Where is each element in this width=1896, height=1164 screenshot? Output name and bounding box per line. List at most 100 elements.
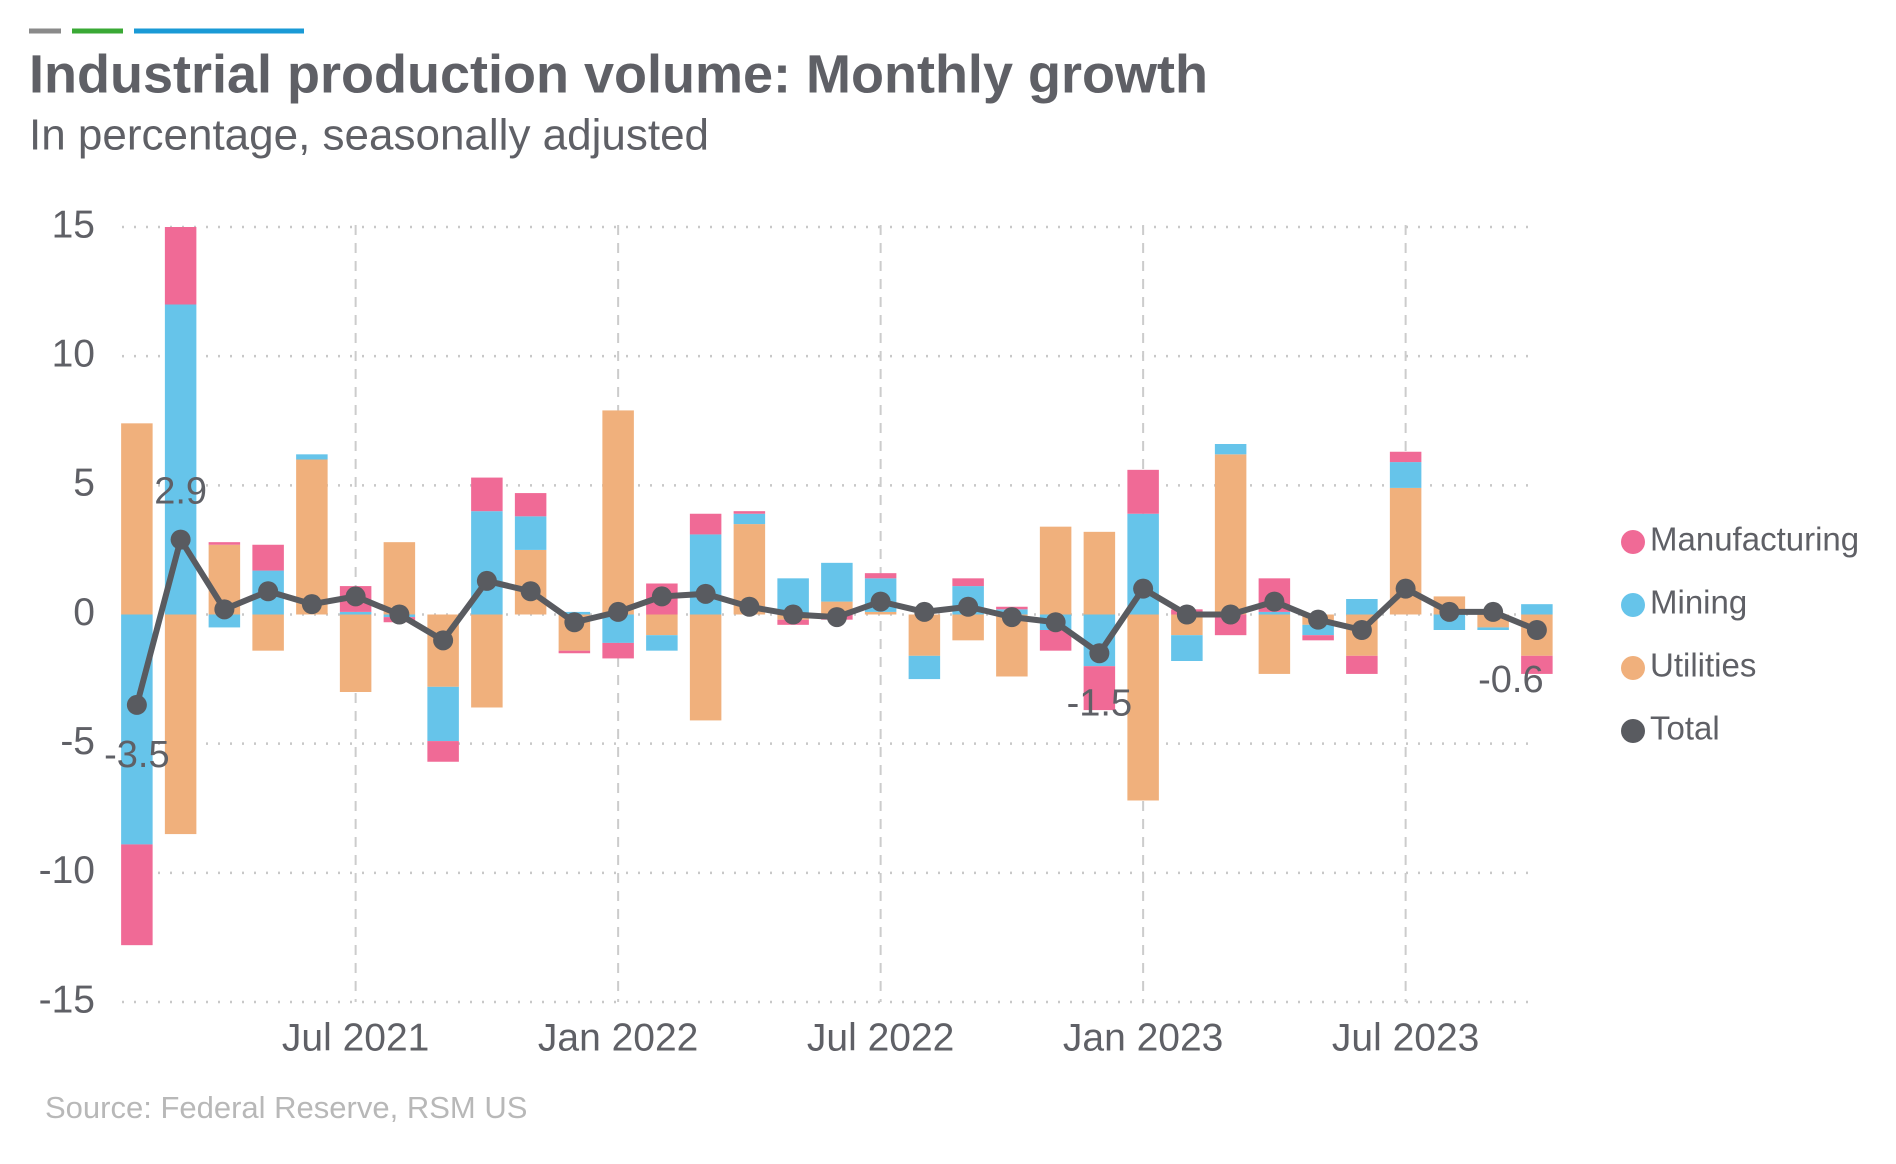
bar — [1346, 599, 1378, 615]
bar — [121, 614, 153, 845]
line-point — [520, 581, 541, 602]
bar — [1171, 635, 1203, 661]
bar — [383, 542, 416, 615]
bar — [1389, 462, 1422, 488]
bar — [908, 655, 941, 680]
bar — [1477, 627, 1509, 630]
bar — [602, 410, 634, 615]
bar — [208, 542, 241, 545]
legend-marker — [1621, 656, 1645, 680]
line-point — [651, 586, 672, 607]
bar — [952, 578, 984, 587]
line-point — [258, 581, 279, 602]
bar — [821, 562, 853, 602]
line-point — [826, 607, 847, 628]
line-point — [783, 604, 804, 625]
y-tick-label: 5 — [73, 462, 95, 505]
bar — [1346, 655, 1378, 674]
bar — [121, 423, 153, 615]
bar — [1521, 604, 1553, 615]
line-point — [389, 604, 410, 625]
bar — [252, 544, 284, 571]
bar — [1389, 451, 1422, 463]
line-point — [870, 591, 891, 612]
bar — [339, 614, 372, 692]
x-tick-label: Jan 2023 — [1063, 1016, 1223, 1059]
y-tick-label: 0 — [73, 591, 95, 634]
x-tick-label: Jul 2023 — [1332, 1016, 1479, 1059]
bar — [339, 611, 372, 615]
line-point — [695, 583, 716, 604]
line-point — [1526, 620, 1547, 640]
bar — [1127, 513, 1159, 615]
line-point — [608, 601, 629, 622]
bar — [1083, 531, 1116, 615]
line-point — [1045, 612, 1066, 633]
bar — [864, 611, 897, 615]
line-point — [739, 596, 760, 617]
x-tick-label: Jan 2022 — [538, 1016, 698, 1059]
legend-marker — [1621, 530, 1645, 554]
y-tick-label: -5 — [60, 720, 95, 763]
bar — [602, 642, 634, 659]
chart-subtitle: In percentage, seasonally adjusted — [29, 111, 709, 160]
bar — [689, 614, 722, 721]
bar — [733, 513, 766, 525]
legend-label: Utilities — [1650, 647, 1756, 684]
chart-title: Industrial production volume: Monthly gr… — [29, 44, 1208, 104]
bar — [514, 516, 547, 550]
y-tick-label: 15 — [52, 203, 95, 246]
bar — [733, 511, 766, 514]
bar — [1127, 469, 1159, 514]
bar — [252, 614, 284, 651]
line-point — [214, 599, 235, 620]
x-tick-label: Jul 2021 — [282, 1016, 429, 1059]
bar — [121, 844, 153, 946]
x-tick-label: Jul 2022 — [807, 1016, 954, 1059]
line-point — [1089, 643, 1110, 664]
bar — [646, 614, 678, 636]
bar — [1214, 454, 1247, 615]
bar — [646, 635, 678, 651]
bar — [1083, 666, 1116, 711]
legend-label: Mining — [1650, 584, 1747, 621]
data-label: -0.6 — [1478, 659, 1543, 701]
line-point — [1395, 578, 1416, 599]
line-point — [914, 601, 935, 622]
legend-marker — [1621, 719, 1645, 743]
bar — [1302, 624, 1334, 636]
legend-label: Manufacturing — [1650, 521, 1859, 558]
bar — [471, 477, 503, 512]
bar — [1039, 630, 1072, 651]
line-point — [1220, 604, 1241, 625]
line-point — [1308, 609, 1329, 630]
legend-label: Total — [1650, 710, 1720, 747]
line-point — [1133, 578, 1154, 599]
bar — [1127, 614, 1159, 801]
line-point — [1001, 607, 1022, 628]
bar — [1258, 611, 1291, 615]
line-point — [564, 612, 585, 633]
data-label: -3.5 — [104, 734, 169, 776]
line-point — [1439, 601, 1460, 622]
line-point — [170, 529, 191, 550]
data-label: -1.5 — [1067, 682, 1132, 724]
line-point — [1483, 601, 1504, 622]
bar — [208, 614, 241, 628]
bar — [1214, 444, 1247, 455]
line-point — [301, 594, 322, 615]
bar — [1433, 614, 1466, 630]
bar — [1039, 526, 1072, 615]
bar — [164, 614, 197, 835]
y-tick-label: 10 — [52, 332, 95, 375]
source: Source: Federal Reserve, RSM US — [45, 1090, 527, 1125]
line-point — [126, 694, 147, 715]
bar — [558, 650, 591, 654]
legend-marker — [1621, 593, 1645, 617]
line-point — [433, 630, 454, 651]
bar — [164, 227, 197, 305]
line-point — [1264, 591, 1285, 612]
bar — [471, 614, 503, 708]
bar — [1302, 635, 1334, 641]
